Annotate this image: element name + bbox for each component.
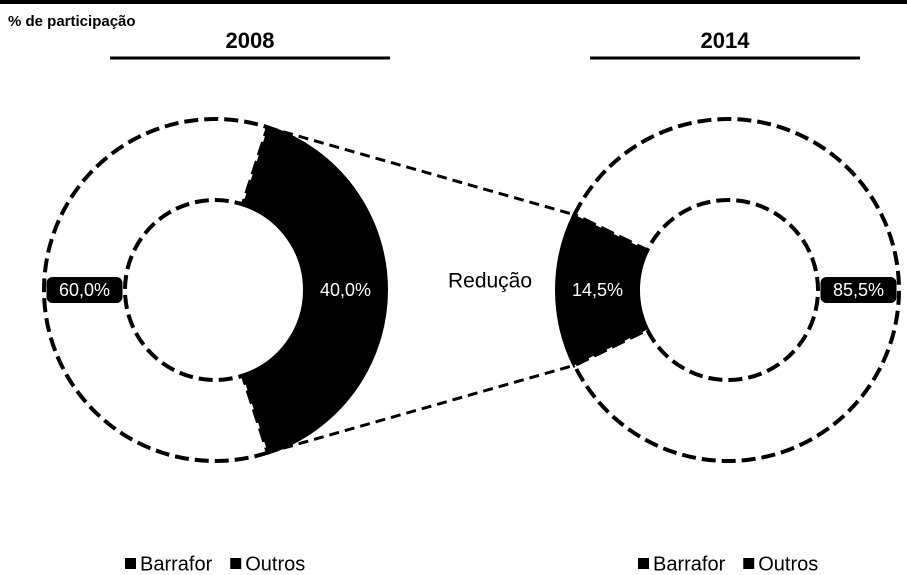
label-bg [46,277,123,303]
legend-label: Outros [245,553,305,575]
legend-swatch [743,558,755,569]
chart-title: 2008 [226,28,275,53]
label-bg [307,277,384,303]
data-label: 40,0% [320,280,371,300]
data-label: 14,5% [572,280,623,300]
header-label: % de participação [8,13,136,30]
connector-line [267,125,575,217]
legend-label: Outros [758,553,818,575]
chart-title: 2014 [701,28,751,53]
legend-swatch [230,558,242,569]
annotation: Redução [448,270,532,293]
data-label: 60,0% [59,280,110,300]
label-bg [559,277,636,303]
top-rule [0,0,907,4]
legend-label: Barrafor [653,553,726,575]
donut-segment [42,117,271,463]
legend-label: Barrafor [140,553,213,575]
label-bg [820,277,897,303]
connector-line [267,363,575,455]
donut-segment [571,117,901,463]
legend-swatch [638,558,649,569]
legend-swatch [125,558,136,569]
data-label: 85,5% [833,280,884,300]
